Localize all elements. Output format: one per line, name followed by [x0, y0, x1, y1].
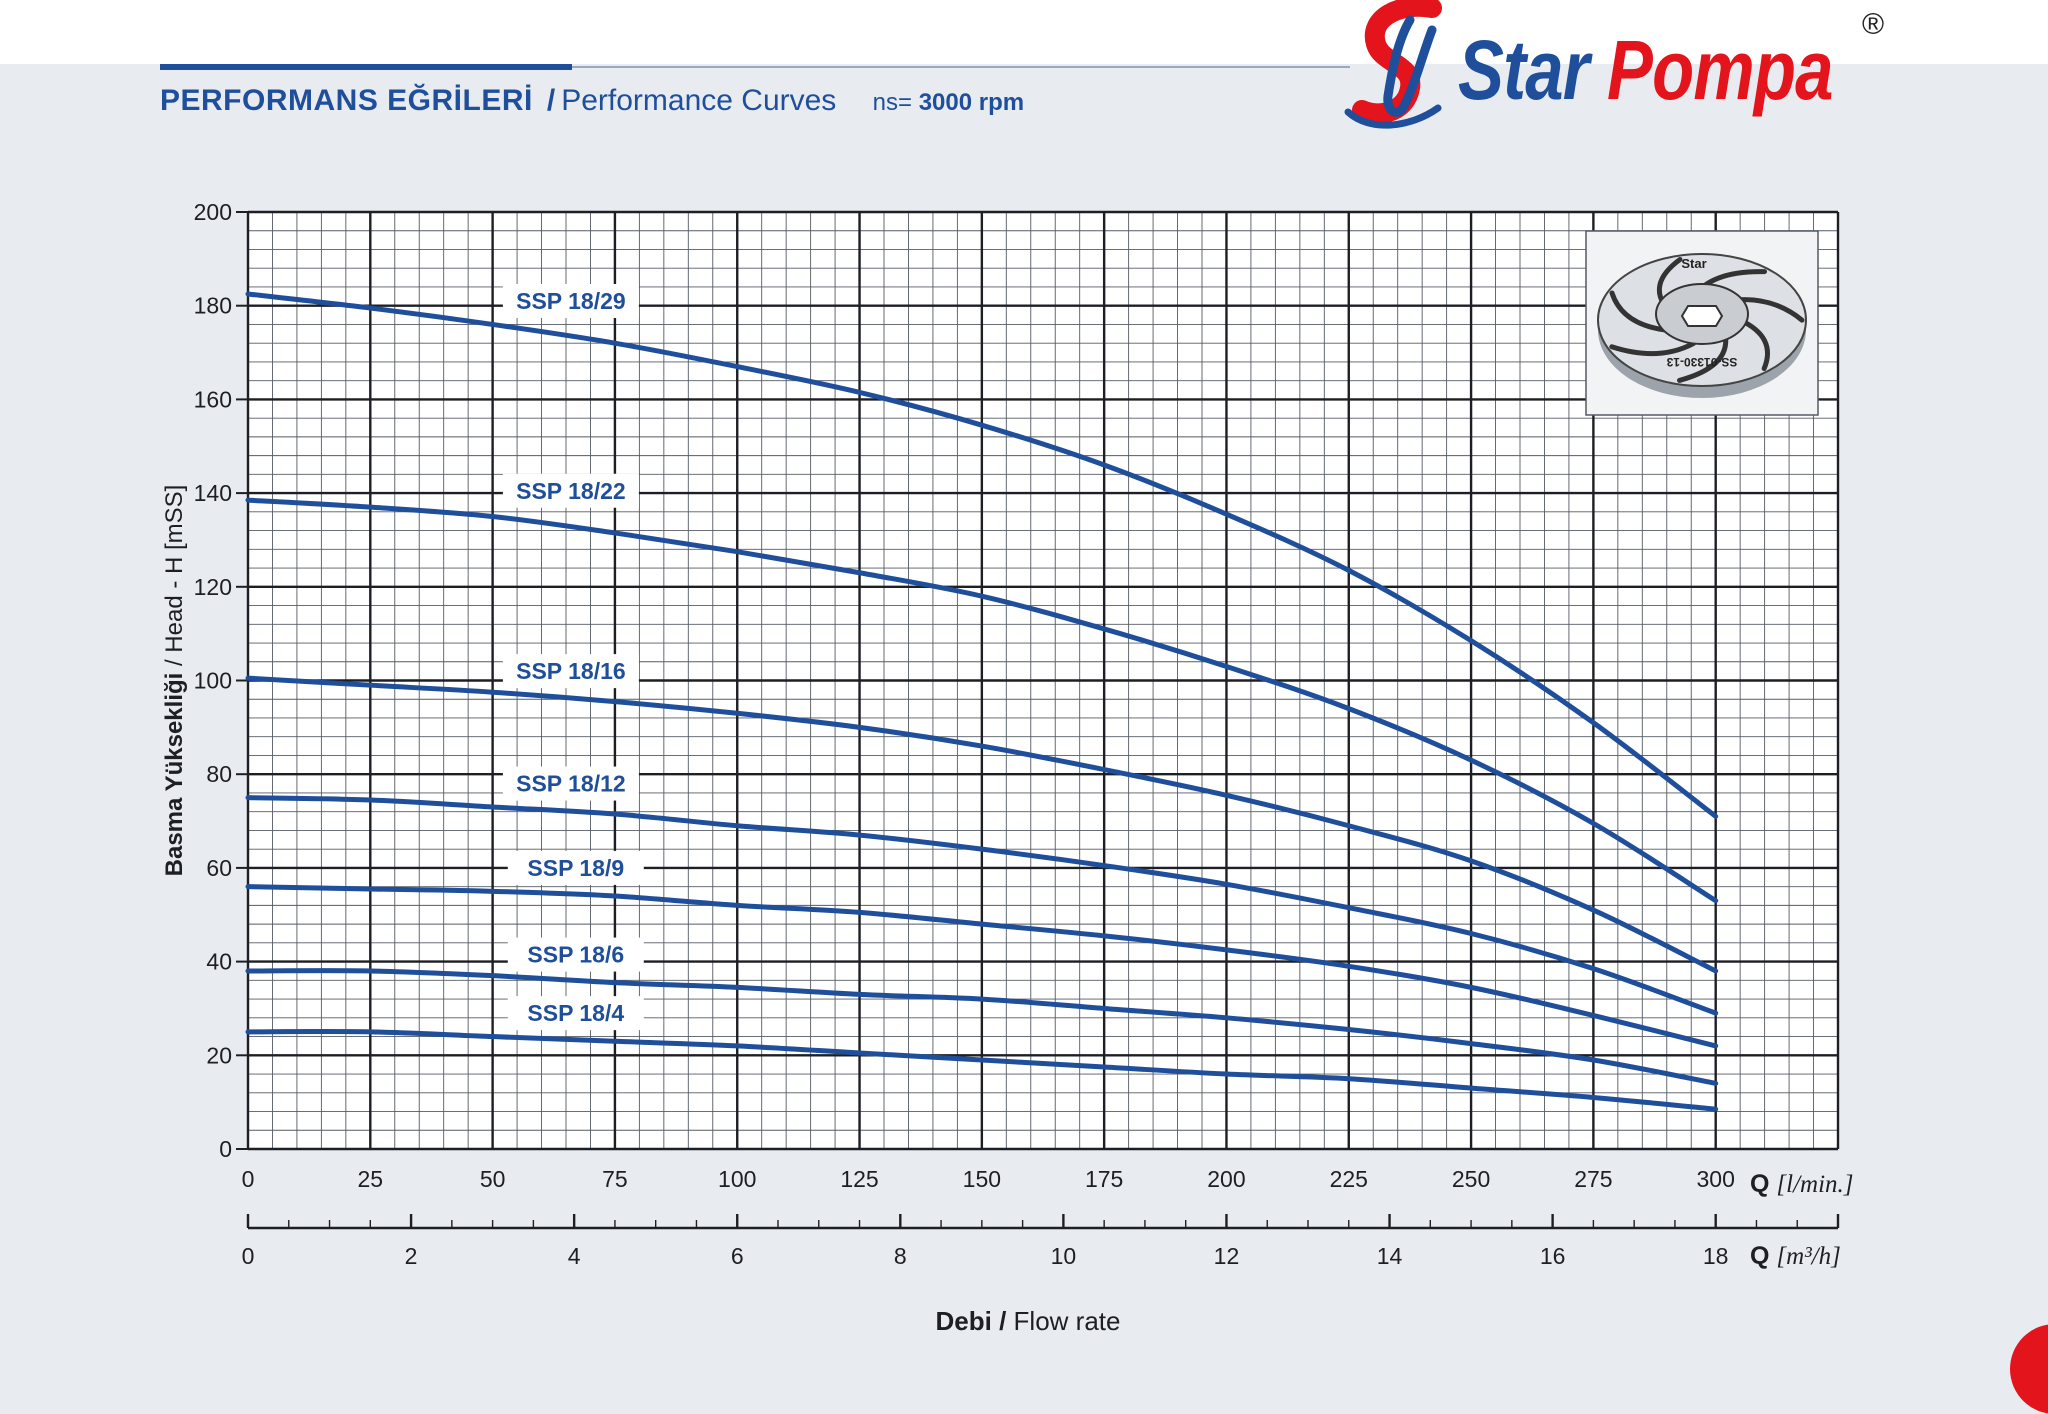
x2-tick-label: 2	[405, 1243, 418, 1269]
series-label: SSP 18/9	[527, 855, 624, 881]
y-tick-label: 100	[194, 668, 232, 694]
impeller-inset: Star SS-01330-13	[1586, 231, 1818, 415]
x-tick-label: 125	[840, 1166, 878, 1192]
y-tick-label: 40	[206, 949, 232, 975]
series-label: SSP 18/12	[516, 771, 626, 797]
y-tick-label: 20	[206, 1042, 232, 1068]
impeller-label-top: Star	[1681, 256, 1706, 271]
impeller-bore	[1682, 306, 1722, 326]
x-tick-label: 225	[1330, 1166, 1368, 1192]
x2-tick-label: 8	[894, 1243, 907, 1269]
series-label: SSP 18/6	[527, 942, 624, 968]
y-tick-label: 160	[194, 386, 232, 412]
x-tick-label: 175	[1085, 1166, 1123, 1192]
x-tick-label: 275	[1574, 1166, 1612, 1192]
series-label: SSP 18/4	[527, 1000, 624, 1026]
x-tick-label: 300	[1697, 1166, 1735, 1192]
x-unit-label: Q [l/min.]	[1750, 1170, 1854, 1198]
x-tick-label: 100	[718, 1166, 756, 1192]
x-tick-label: 75	[602, 1166, 628, 1192]
x-axis-title: Debi / Flow rate	[936, 1306, 1121, 1336]
series-label: SSP 18/29	[516, 288, 626, 314]
x2-tick-label: 10	[1051, 1243, 1077, 1269]
x-tick-label: 150	[963, 1166, 1001, 1192]
y-tick-label: 120	[194, 574, 232, 600]
series-label: SSP 18/16	[516, 658, 626, 684]
y-tick-label: 80	[206, 761, 232, 787]
x-tick-label: 200	[1207, 1166, 1245, 1192]
y-tick-label: 60	[206, 855, 232, 881]
x2-tick-label: 12	[1214, 1243, 1240, 1269]
y-tick-label: 0	[219, 1136, 232, 1162]
impeller-label-code: SS-01330-13	[1666, 355, 1737, 369]
x2-tick-label: 0	[242, 1243, 255, 1269]
x2-tick-label: 6	[731, 1243, 744, 1269]
series-label: SSP 18/22	[516, 478, 626, 504]
y-tick-label: 180	[194, 293, 232, 319]
y-tick-label: 140	[194, 480, 232, 506]
x-tick-label: 50	[480, 1166, 506, 1192]
x-tick-label: 250	[1452, 1166, 1490, 1192]
x2-tick-label: 18	[1703, 1243, 1729, 1269]
y-tick-label: 200	[194, 199, 232, 225]
x2-tick-label: 16	[1540, 1243, 1566, 1269]
x2-tick-label: 14	[1377, 1243, 1403, 1269]
y-axis-title: Basma Yüksekliği / Head - H [mSS]	[161, 485, 188, 877]
x2-unit-label: Q [m³/h]	[1750, 1242, 1841, 1270]
x-tick-label: 25	[358, 1166, 384, 1192]
x2-tick-label: 4	[568, 1243, 581, 1269]
x-tick-label: 0	[242, 1166, 255, 1192]
